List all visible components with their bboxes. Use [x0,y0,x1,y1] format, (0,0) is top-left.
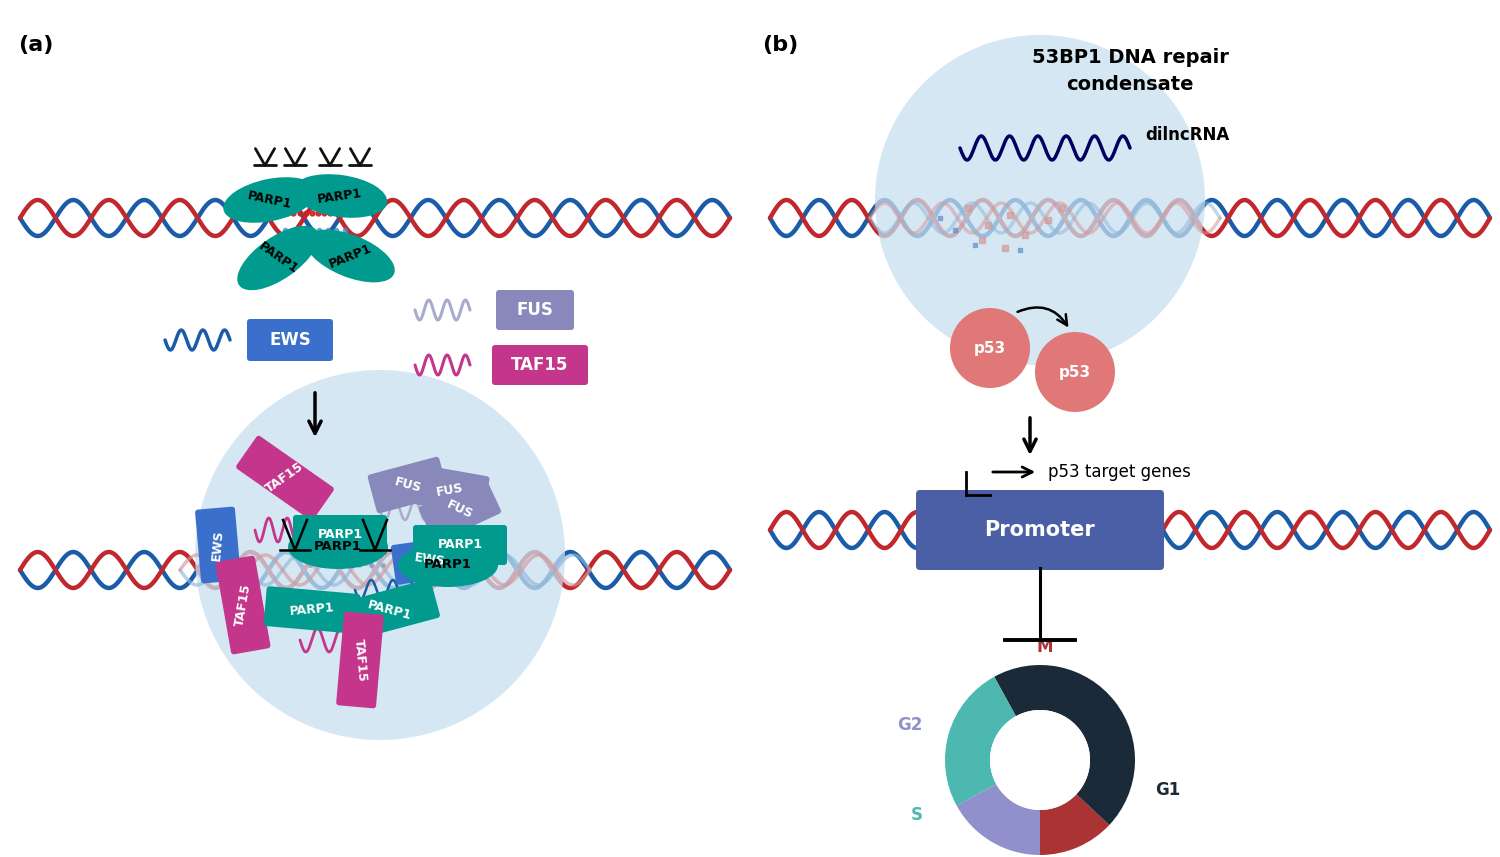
Text: PARP1: PARP1 [327,242,374,271]
Ellipse shape [224,177,316,223]
Text: FUS: FUS [435,482,465,499]
Text: (a): (a) [18,35,54,55]
Text: p53: p53 [1059,364,1090,380]
FancyBboxPatch shape [248,319,333,361]
Circle shape [195,370,566,740]
Text: 53BP1 DNA repair: 53BP1 DNA repair [1032,48,1228,67]
FancyBboxPatch shape [413,525,507,565]
Text: TAF15: TAF15 [512,356,568,374]
Ellipse shape [398,543,498,587]
Text: PARP1: PARP1 [316,187,363,206]
Circle shape [1035,332,1114,412]
Text: condensate: condensate [1066,75,1194,94]
Text: PARP1: PARP1 [318,529,363,542]
Text: PARP1: PARP1 [438,538,483,552]
Text: FUS: FUS [393,475,423,494]
FancyBboxPatch shape [264,586,360,634]
Text: PARP1: PARP1 [290,602,334,619]
Text: p53 target genes: p53 target genes [1048,463,1191,481]
Text: (b): (b) [762,35,798,55]
Text: S: S [910,806,922,824]
Text: TAF15: TAF15 [232,583,254,627]
Text: G2: G2 [897,716,922,734]
Text: Promoter: Promoter [984,520,1095,540]
Text: dilncRNA: dilncRNA [1144,126,1230,144]
Text: PARP1: PARP1 [314,541,362,554]
Wedge shape [945,677,1016,806]
FancyBboxPatch shape [292,515,387,555]
FancyBboxPatch shape [368,457,448,513]
FancyBboxPatch shape [336,612,384,709]
FancyBboxPatch shape [195,506,242,584]
Ellipse shape [237,225,318,291]
Text: G1: G1 [1155,781,1180,799]
Wedge shape [957,784,1040,855]
Text: PARP1: PARP1 [256,240,300,276]
Ellipse shape [292,174,387,218]
Circle shape [990,710,1090,810]
FancyBboxPatch shape [236,435,334,520]
Wedge shape [1040,794,1110,855]
FancyBboxPatch shape [492,345,588,385]
Text: FUS: FUS [446,498,476,522]
Wedge shape [994,665,1136,825]
FancyBboxPatch shape [496,290,574,330]
Ellipse shape [306,230,395,282]
Text: EWS: EWS [210,529,226,561]
FancyBboxPatch shape [916,490,1164,570]
Circle shape [950,308,1030,388]
Text: TAF15: TAF15 [351,638,369,682]
Text: TAF15: TAF15 [264,460,306,495]
Text: PARP1: PARP1 [366,598,414,622]
Text: M: M [1036,638,1053,656]
Circle shape [874,35,1204,365]
Text: EWS: EWS [268,331,310,349]
Text: PARP1: PARP1 [246,189,294,211]
FancyBboxPatch shape [340,579,439,641]
FancyBboxPatch shape [216,555,270,654]
FancyBboxPatch shape [419,477,501,542]
Text: PARP1: PARP1 [424,559,472,572]
Text: p53: p53 [974,340,1006,356]
FancyBboxPatch shape [411,464,489,516]
Text: FUS: FUS [516,301,554,319]
Text: EWS: EWS [414,551,447,568]
Ellipse shape [288,525,388,569]
FancyBboxPatch shape [392,536,470,584]
